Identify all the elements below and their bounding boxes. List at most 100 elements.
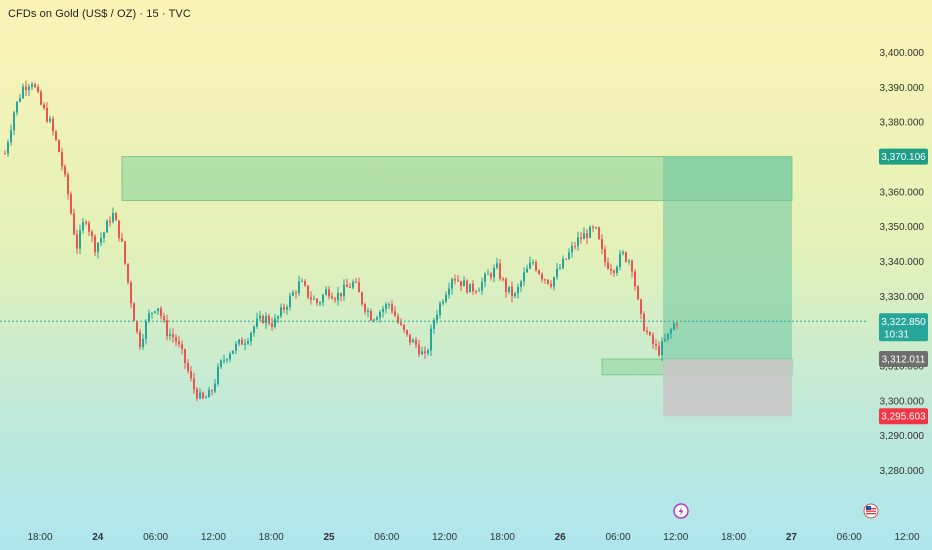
candle-body [652,334,654,345]
candle-body [103,232,105,238]
candle-body [586,233,588,238]
candle-body [565,258,567,260]
candle-body [274,318,276,327]
candle-body [436,314,438,321]
candle-body [538,270,540,274]
candle-body [394,311,396,317]
candle-body [493,267,495,278]
x-tick-label: 06:00 [143,532,168,543]
x-tick-label: 18:00 [259,532,284,543]
candle-body [463,280,465,287]
candle-body [577,237,579,247]
price-tag-value: 3,370.106 [881,152,926,163]
y-tick-label: 3,330.000 [880,292,925,303]
candle-body [82,222,84,231]
candle-body [238,339,240,344]
candle-body [280,307,282,317]
event-icons[interactable] [673,503,879,519]
x-tick-label: 06:00 [374,532,399,543]
candle-body [415,339,417,345]
candle-body [265,315,267,324]
candle-body [85,222,87,224]
candle-body [271,323,273,327]
candle-body [352,281,354,288]
candle-body [349,287,351,289]
x-tick-label: 12:00 [201,532,226,543]
candle-body [355,281,357,283]
candle-body [304,281,306,286]
candle-body [664,339,666,342]
candle-body [142,338,144,347]
candle-body [382,308,384,312]
candle-body [487,273,489,275]
candle-body [484,274,486,282]
x-tick-label: 06:00 [605,532,630,543]
price-tag-bg [879,408,928,425]
candle-body [217,366,219,384]
candle-body [229,353,231,360]
candle-body [481,281,483,291]
price-tag-bg [879,351,928,368]
candle-body [157,308,159,312]
candle-body [643,313,645,331]
candle-body [655,344,657,346]
candle-body [466,280,468,293]
price-tag-timer: 10:31 [884,329,909,340]
candle-body [55,131,57,140]
candle-body [199,392,201,399]
candle-body [490,273,492,278]
candle-body [25,86,27,90]
candle-body [100,237,102,243]
candle-body [184,349,186,364]
us-flag-event-icon[interactable] [863,503,879,519]
candle-body [520,281,522,287]
candle-body [64,166,66,175]
candle-body [316,298,318,303]
candle-body [346,284,348,288]
candle-body [547,279,549,284]
candle-body [34,84,36,87]
candle-body [307,285,309,298]
candle-body [73,213,75,235]
candle-body [109,220,111,223]
y-tick-label: 3,310.000 [880,362,925,373]
candle-body [667,333,669,340]
candle-body [454,279,456,281]
candle-body [202,392,204,398]
candle-body [211,390,213,392]
candle-body [373,319,375,321]
y-tick-label: 3,400.000 [880,48,925,59]
candle-body [646,330,648,333]
candle-body [430,328,432,351]
candle-body [628,260,630,262]
candle-body [43,104,45,108]
candle-body [571,246,573,253]
candle-body [595,227,597,229]
candle-body [535,262,537,271]
candle-body [358,282,360,293]
candle-body [457,280,459,282]
candle-body [469,283,471,293]
candle-body [301,281,303,283]
candle-body [670,329,672,334]
candle-body [214,383,216,392]
candle-body [511,286,513,297]
candle-body [289,295,291,308]
lightning-event-icon[interactable] [673,503,689,519]
y-tick-label: 3,390.000 [880,83,925,94]
candle-body [268,315,270,324]
candle-body [364,304,366,312]
candle-body [388,304,390,306]
candle-body [28,86,30,90]
candle-body [196,389,198,399]
y-tick-label: 3,340.000 [880,257,925,268]
candle-body [559,267,561,269]
candle-body [550,283,552,287]
candle-body [385,304,387,309]
candle-body [124,241,126,264]
candle-body [115,212,117,221]
candle-body [244,343,246,345]
candle-body [574,246,576,248]
candle-body [97,242,99,253]
